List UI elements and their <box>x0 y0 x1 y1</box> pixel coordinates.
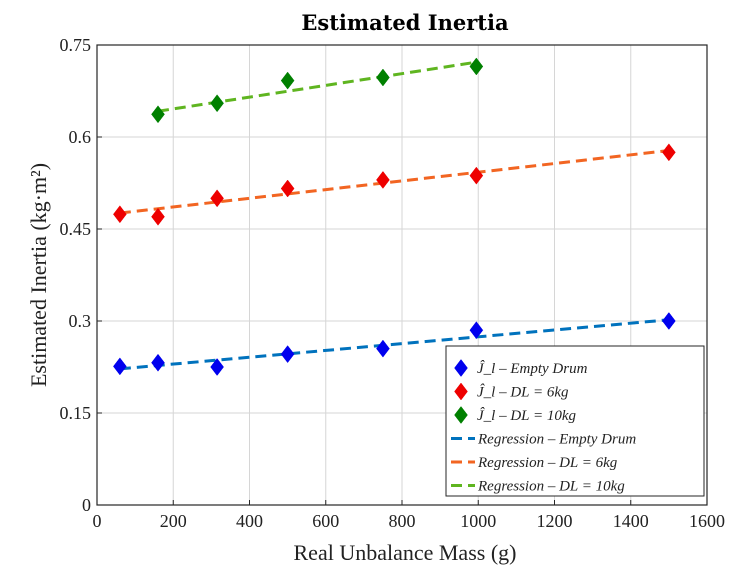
regression-line <box>119 318 670 371</box>
grid <box>96 44 708 506</box>
legend-marker <box>454 382 468 401</box>
data-point <box>662 143 676 162</box>
x-axis-label: Real Unbalance Mass (g) <box>294 540 517 565</box>
x-tick-label: 1200 <box>537 511 573 531</box>
y-axis-label: Estimated Inertia (kg·m²) <box>26 163 51 387</box>
legend-box <box>445 345 705 497</box>
data-point <box>210 94 224 113</box>
legend-entry: Ĵ_l – Empty Drum <box>454 359 588 377</box>
y-tick-label: 0.15 <box>60 403 92 423</box>
x-tick-label: 400 <box>236 511 263 531</box>
data-point <box>151 105 165 124</box>
y-tick-label: 0.45 <box>60 219 92 239</box>
x-tick-label: 0 <box>93 511 102 531</box>
x-tick-label: 800 <box>389 511 416 531</box>
regression-series <box>119 149 670 215</box>
x-tick-label: 200 <box>160 511 187 531</box>
legend: Ĵ_l – Empty Drum Ĵ_l – DL = 6kg Ĵ_l – DL =… <box>445 345 705 497</box>
regression-line <box>119 149 670 215</box>
y-tick-label: 0.75 <box>60 35 92 55</box>
x-tick-label: 1000 <box>460 511 496 531</box>
series-layer <box>113 57 676 376</box>
x-tick-label: 1600 <box>689 511 725 531</box>
chart-title: Estimated Inertia <box>301 10 509 35</box>
legend-label: Regression – DL = 6kg <box>477 455 618 471</box>
data-point <box>376 171 390 189</box>
legend-entry: Regression – Empty Drum <box>451 432 636 448</box>
data-point <box>113 357 127 376</box>
regression-series <box>157 60 477 113</box>
legend-entry: Regression – DL = 6kg <box>451 455 618 471</box>
legend-marker <box>454 406 468 424</box>
marker-series <box>113 312 676 376</box>
x-tick-label: 1400 <box>613 511 649 531</box>
legend-marker <box>454 359 468 377</box>
data-point <box>210 358 224 376</box>
legend-label: Regression – Empty Drum <box>477 432 636 448</box>
regression-line <box>157 60 477 113</box>
marker-series <box>113 143 676 226</box>
legend-label: Ĵ_l – Empty Drum <box>477 360 588 377</box>
y-tick-label: 0 <box>82 495 91 515</box>
y-tick-label: 0.3 <box>69 311 92 331</box>
legend-entry: Ĵ_l – DL = 6kg <box>454 382 569 401</box>
data-point <box>151 353 165 372</box>
data-point <box>151 207 165 226</box>
data-point <box>376 68 390 87</box>
legend-label: Ĵ_l – DL = 6kg <box>477 384 569 401</box>
data-point <box>113 205 127 224</box>
data-point <box>662 312 676 330</box>
x-tick-label: 600 <box>312 511 339 531</box>
data-point <box>280 71 295 90</box>
data-point <box>376 339 390 358</box>
data-point <box>469 166 484 185</box>
data-point <box>469 57 484 76</box>
data-point <box>210 189 224 208</box>
tick-labels: 0 200 400 600 800 1000 1200 1400 1600 0 0.15 0.3 0.4… <box>60 35 726 531</box>
legend-label: Ĵ_l – DL = 10kg <box>477 407 577 424</box>
legend-label: Regression – DL = 10kg <box>477 479 625 495</box>
regression-series <box>119 318 670 371</box>
y-tick-label: 0.6 <box>69 127 92 147</box>
legend-entry: Regression – DL = 10kg <box>451 479 625 495</box>
legend-entry: Ĵ_l – DL = 10kg <box>454 406 577 424</box>
data-point <box>280 179 295 198</box>
marker-series <box>151 57 484 124</box>
data-point <box>280 345 295 364</box>
data-point <box>469 321 484 340</box>
